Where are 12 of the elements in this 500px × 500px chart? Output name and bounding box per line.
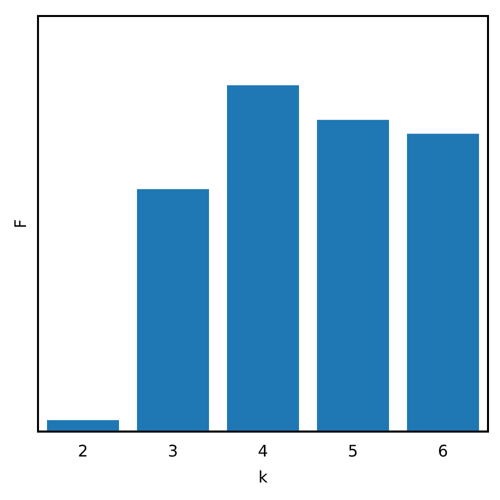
x-tick-label: 4	[258, 441, 268, 460]
bar	[317, 120, 389, 432]
x-tick-label: 2	[78, 441, 88, 460]
x-tick-label: 3	[168, 441, 178, 460]
bar	[227, 85, 299, 432]
x-axis-title: k	[258, 468, 268, 487]
y-axis-title: F	[11, 219, 30, 228]
bar	[47, 420, 119, 432]
x-tick-label: 6	[438, 441, 448, 460]
bar	[137, 189, 209, 432]
bar	[407, 134, 479, 432]
x-tick-label: 5	[348, 441, 358, 460]
